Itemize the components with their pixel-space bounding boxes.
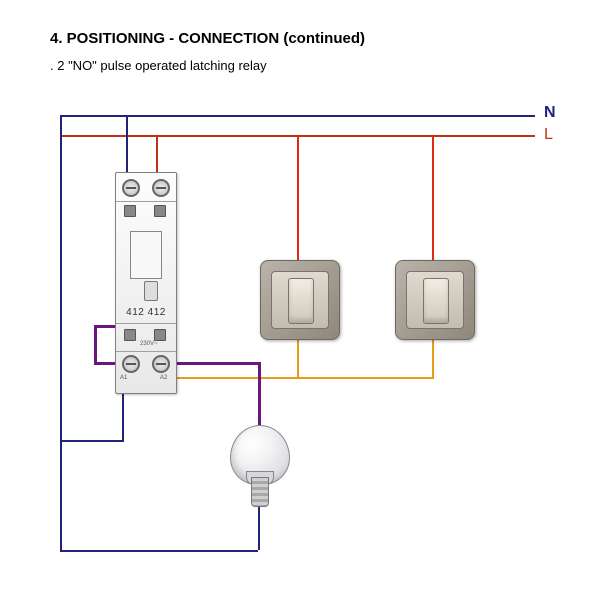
wire-ctl-bus [160, 377, 434, 379]
wire-n-to-bulb [258, 505, 260, 550]
wire-ctl-sw2-down [432, 338, 434, 379]
push-button-2[interactable] [395, 260, 475, 340]
wire-l-drop-relay [156, 135, 158, 177]
wire-load-left-in [94, 325, 116, 328]
wire-load-to-bulb [258, 362, 261, 428]
wire-ctl-sw1-down [297, 338, 299, 377]
wire-a1-left [60, 440, 124, 442]
section-subtitle: . 2 "NO" pulse operated latching relay [50, 58, 267, 73]
wire-l-to-sw2 [432, 135, 434, 260]
relay-code: 412 412 [116, 307, 176, 318]
relay-lever [144, 281, 158, 301]
wire-n-left-down [60, 115, 62, 550]
wire-n-drop-relay [126, 115, 128, 177]
wire-a1-down [122, 392, 124, 442]
relay-term-top-2 [152, 179, 170, 197]
neutral-label: N [544, 104, 556, 122]
push-button-1[interactable] [260, 260, 340, 340]
relay-term-top-1 [122, 179, 140, 197]
relay-term-bot-2 [152, 355, 170, 373]
light-bulb [224, 425, 294, 507]
section-title: 4. POSITIONING - CONNECTION (continued) [50, 30, 365, 47]
relay-window [130, 231, 162, 279]
wire-n-bottom [60, 550, 258, 552]
wire-load-left-up [94, 325, 97, 365]
wire-l-to-sw1 [297, 135, 299, 260]
latching-relay: 412 412 230V~ A1 A2 [115, 172, 177, 394]
wire-neutral-bus [60, 115, 535, 117]
relay-term-bot-1 [122, 355, 140, 373]
line-label: L [544, 126, 553, 144]
